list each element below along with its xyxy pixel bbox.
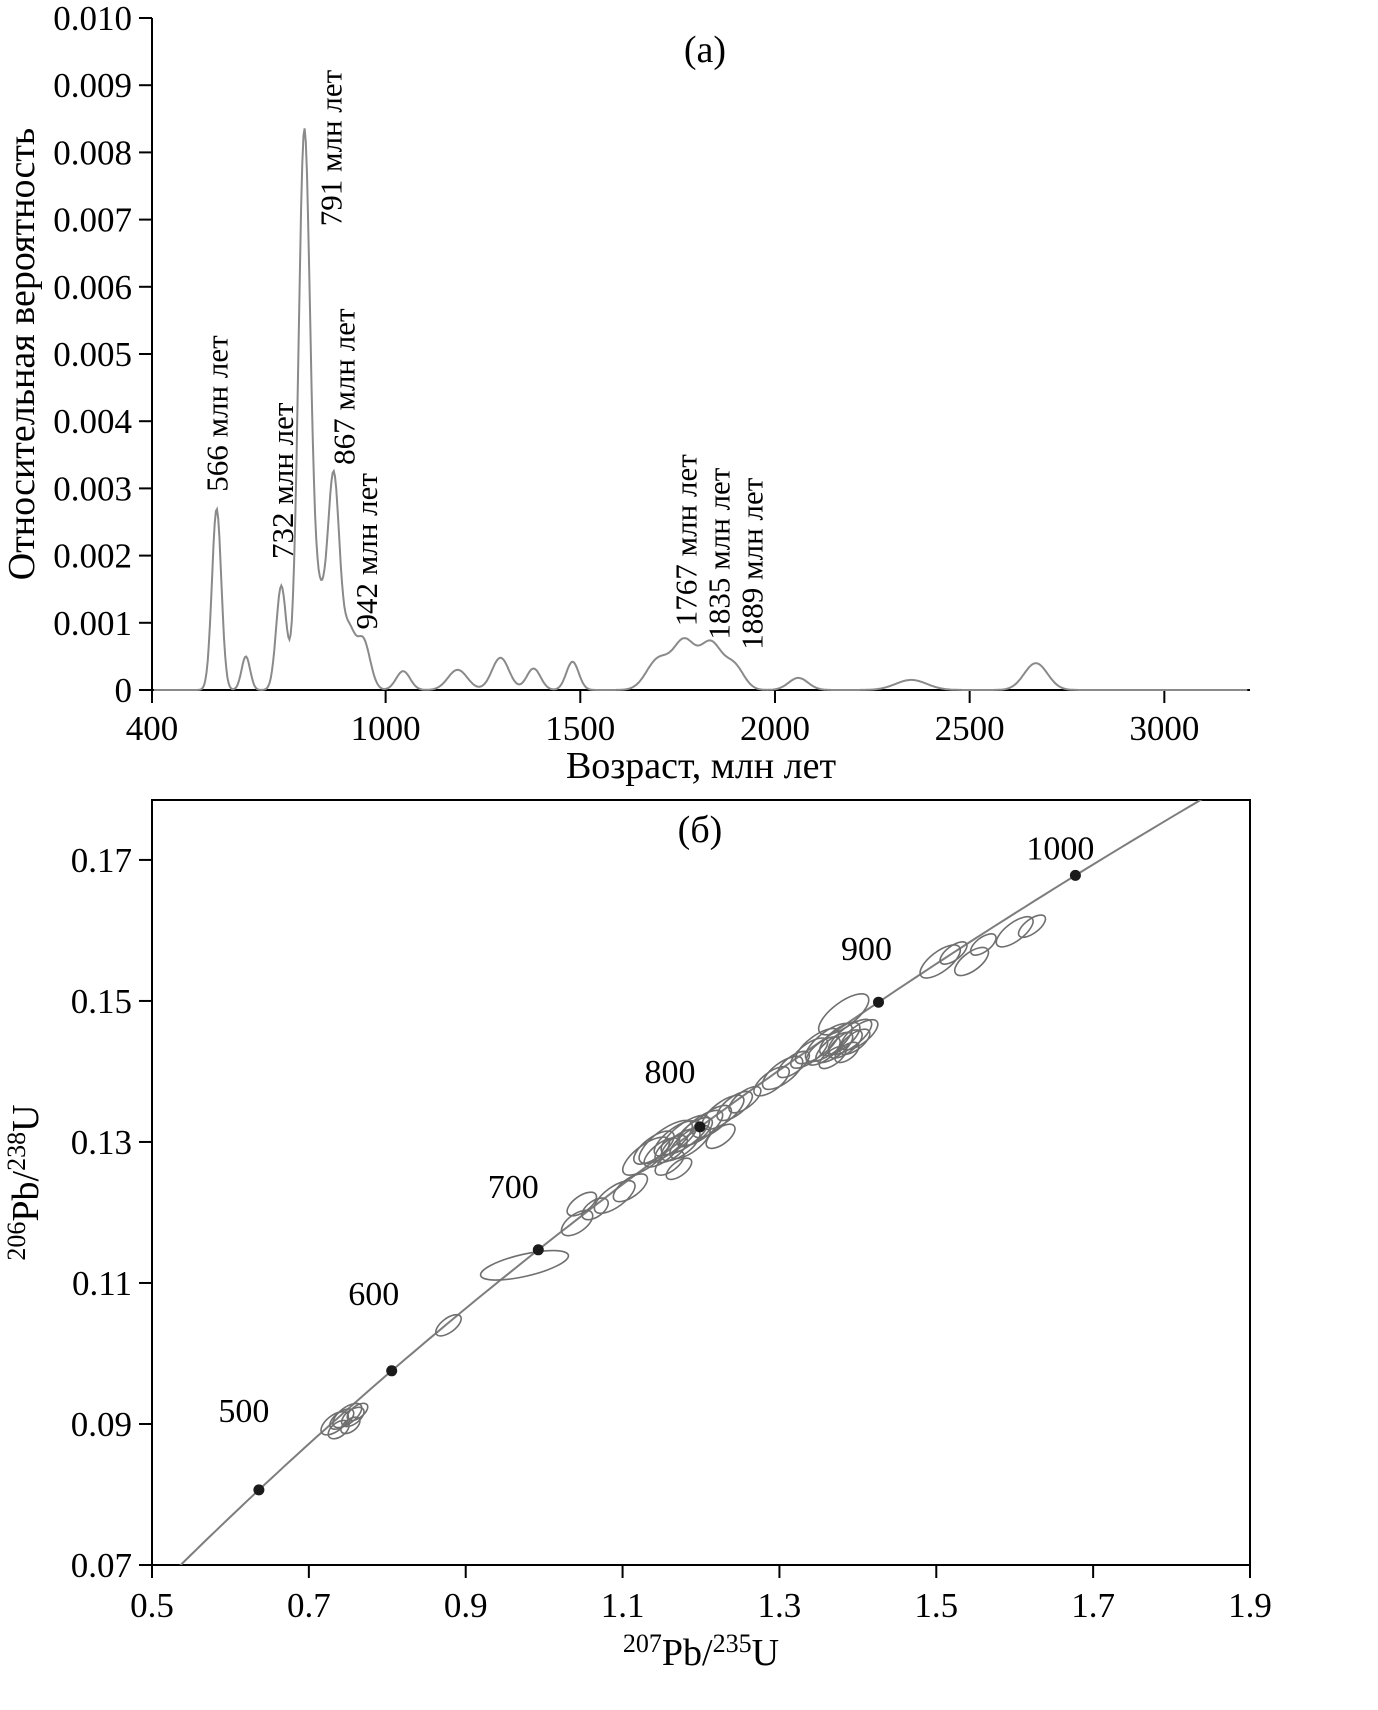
concordia-line <box>179 800 1203 1565</box>
peak-annotation: 791 млн лет <box>313 69 348 226</box>
y-tick-label: 0.11 <box>72 1264 132 1303</box>
panel-label: (а) <box>684 29 726 71</box>
y-axis-title: 206Pb/238U <box>2 1104 47 1260</box>
age-marker-dot <box>532 1244 544 1256</box>
peak-annotation: 566 млн лет <box>200 335 235 492</box>
error-ellipse <box>827 1029 863 1059</box>
error-ellipse <box>805 1036 841 1066</box>
error-ellipse <box>332 1402 363 1429</box>
error-ellipse <box>838 1028 871 1056</box>
y-tick-label: 0.15 <box>71 982 132 1021</box>
error-ellipse <box>691 1104 733 1139</box>
error-ellipse <box>716 1090 754 1122</box>
x-tick-label: 0.5 <box>130 1586 174 1625</box>
y-tick-label: 0.009 <box>53 66 132 105</box>
y-axis-title: Относительная вероятность <box>1 128 43 581</box>
error-ellipse <box>705 1123 736 1150</box>
y-tick-label: 0.13 <box>71 1123 132 1162</box>
x-tick-label: 1.3 <box>758 1586 802 1625</box>
y-tick-label: 0.005 <box>53 335 132 374</box>
y-tick-label: 0.004 <box>53 402 132 441</box>
y-tick-label: 0.002 <box>53 537 132 576</box>
y-tick-label: 0.007 <box>53 201 132 240</box>
y-tick-label: 0.17 <box>71 841 132 880</box>
x-tick-label: 1.1 <box>601 1586 645 1625</box>
y-tick-label: 0.09 <box>71 1405 132 1444</box>
y-tick-label: 0.006 <box>53 268 132 307</box>
y-tick-label: 0.001 <box>53 604 132 643</box>
age-marker-dot <box>873 996 884 1008</box>
x-tick-label: 3000 <box>1129 709 1199 748</box>
error-ellipse <box>794 1027 840 1065</box>
x-tick-label: 0.9 <box>444 1586 488 1625</box>
x-axis-title: Возраст, млн лет <box>566 745 837 787</box>
error-ellipse <box>654 1134 689 1164</box>
error-ellipse <box>939 941 968 965</box>
error-ellipse <box>665 1157 693 1181</box>
error-ellipse <box>612 1173 649 1203</box>
age-marker-label: 1000 <box>1026 830 1094 867</box>
age-marker-label: 900 <box>841 931 892 968</box>
error-ellipse <box>340 1416 361 1435</box>
age-marker-dot <box>1069 869 1081 881</box>
panel-b-concordia-chart: 0.5 0.7 0.9 1.1 1.3 1.5 1.7 1.9 0.07 0.09 0.11 0.13… <box>2 799 1272 1674</box>
error-ellipse <box>1017 914 1047 939</box>
error-ellipse <box>435 1313 462 1337</box>
x-tick-label: 1000 <box>351 709 421 748</box>
plot-frame <box>151 799 1251 1566</box>
age-marker-label: 800 <box>645 1054 696 1091</box>
x-tick-label: 1.7 <box>1071 1586 1115 1625</box>
x-tick-label: 2000 <box>740 709 810 748</box>
peak-annotation: 1835 млн лет <box>702 467 737 639</box>
x-tick-label: 2500 <box>935 709 1005 748</box>
age-marker-dot <box>253 1484 265 1496</box>
error-ellipse <box>479 1249 570 1281</box>
error-ellipse <box>995 915 1034 948</box>
peak-annotation: 732 млн лет <box>265 402 300 559</box>
x-tick-label: 400 <box>126 709 179 748</box>
panel-a-probability-density-chart: 400 1000 1500 2000 2500 3000 0 0.001 0.002 0.003 0… <box>1 0 1250 787</box>
error-ellipses-group <box>320 914 1047 1440</box>
age-marker-label: 600 <box>348 1276 399 1313</box>
age-marker-label: 700 <box>488 1169 539 1206</box>
error-ellipse <box>761 1055 804 1091</box>
error-ellipse <box>566 1191 598 1217</box>
peak-annotation: 1889 млн лет <box>735 477 770 649</box>
y-tick-label: 0.07 <box>71 1546 132 1585</box>
peak-annotation: 1767 млн лет <box>668 454 703 626</box>
error-ellipse <box>593 1179 636 1215</box>
x-tick-label: 1.5 <box>914 1586 958 1625</box>
error-ellipse <box>728 1085 762 1114</box>
error-ellipse <box>327 1419 350 1440</box>
y-tick-label: 0.003 <box>53 469 132 508</box>
error-ellipse <box>919 944 962 979</box>
error-ellipse <box>834 1041 860 1064</box>
y-tick-label: 0 <box>115 671 133 710</box>
error-ellipse <box>818 1045 848 1070</box>
error-ellipse <box>669 1124 711 1160</box>
x-axis-title: 207Pb/235U <box>623 1629 779 1674</box>
x-tick-label: 0.7 <box>287 1586 331 1625</box>
error-ellipse <box>654 1150 685 1176</box>
peak-annotation: 867 млн лет <box>327 308 362 465</box>
error-ellipse <box>581 1197 610 1221</box>
y-tick-label: 0.008 <box>53 133 132 172</box>
density-curve <box>153 128 1248 691</box>
peak-annotation: 942 млн лет <box>349 473 384 630</box>
x-tick-label: 1500 <box>545 709 615 748</box>
error-ellipse <box>817 993 870 1036</box>
panel-label: (б) <box>678 809 723 851</box>
age-marker-label: 500 <box>218 1393 269 1430</box>
age-marker-dot <box>386 1365 398 1377</box>
error-ellipse <box>969 933 997 956</box>
x-tick-label: 1.9 <box>1228 1586 1272 1625</box>
error-ellipse <box>560 1209 594 1237</box>
y-tick-label: 0.010 <box>53 0 132 38</box>
age-marker-dot <box>694 1121 706 1133</box>
